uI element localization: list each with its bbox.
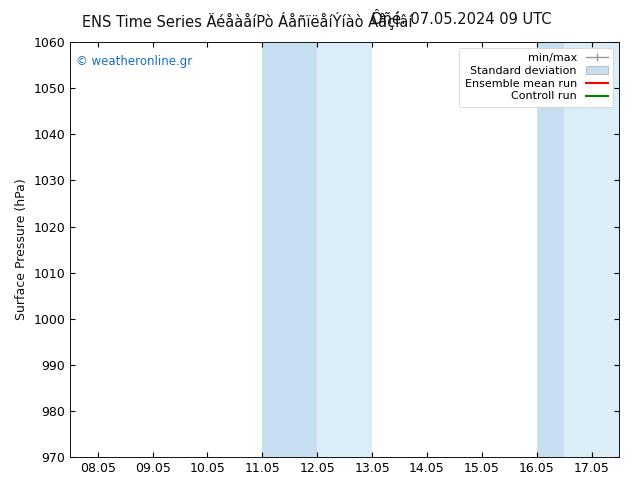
- Bar: [537, 42, 564, 457]
- Legend: min/max, Standard deviation, Ensemble mean run, Controll run: min/max, Standard deviation, Ensemble me…: [459, 48, 614, 107]
- Text: © weatheronline.gr: © weatheronline.gr: [76, 54, 192, 68]
- Text: Ôñé. 07.05.2024 09 UTC: Ôñé. 07.05.2024 09 UTC: [371, 12, 552, 27]
- Text: ENS Time Series ÄéåàåíPò ÁåñïëåíÝíàò ÁåçÍâí: ENS Time Series ÄéåàåíPò ÁåñïëåíÝíàò Áåç…: [82, 12, 413, 30]
- Y-axis label: Surface Pressure (hPa): Surface Pressure (hPa): [15, 179, 28, 320]
- Bar: [317, 42, 372, 457]
- Bar: [564, 42, 619, 457]
- Bar: [262, 42, 317, 457]
